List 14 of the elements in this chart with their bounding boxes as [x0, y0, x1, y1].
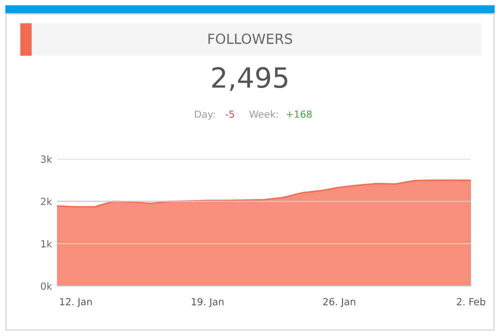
y-tick-label: 3k: [41, 155, 52, 163]
y-tick-label: 2k: [41, 198, 52, 206]
x-tick-label: 2. Feb: [456, 298, 486, 306]
text: +168: [286, 110, 312, 118]
x-tick-label: 26. Jan: [323, 298, 356, 308]
x-tick-label: 12. Jan: [60, 298, 92, 308]
chart-title: FOLLOWERS: [208, 34, 292, 44]
y-tick-label: 0k: [40, 282, 52, 290]
y-tick-label: 1k: [41, 240, 52, 248]
x-tick-label: 19. Jan: [192, 298, 224, 308]
text: Week:: [249, 110, 278, 118]
chart-subtitle: 2,495: [212, 67, 288, 91]
text: -5: [226, 110, 234, 118]
text: Day:: [195, 110, 215, 120]
